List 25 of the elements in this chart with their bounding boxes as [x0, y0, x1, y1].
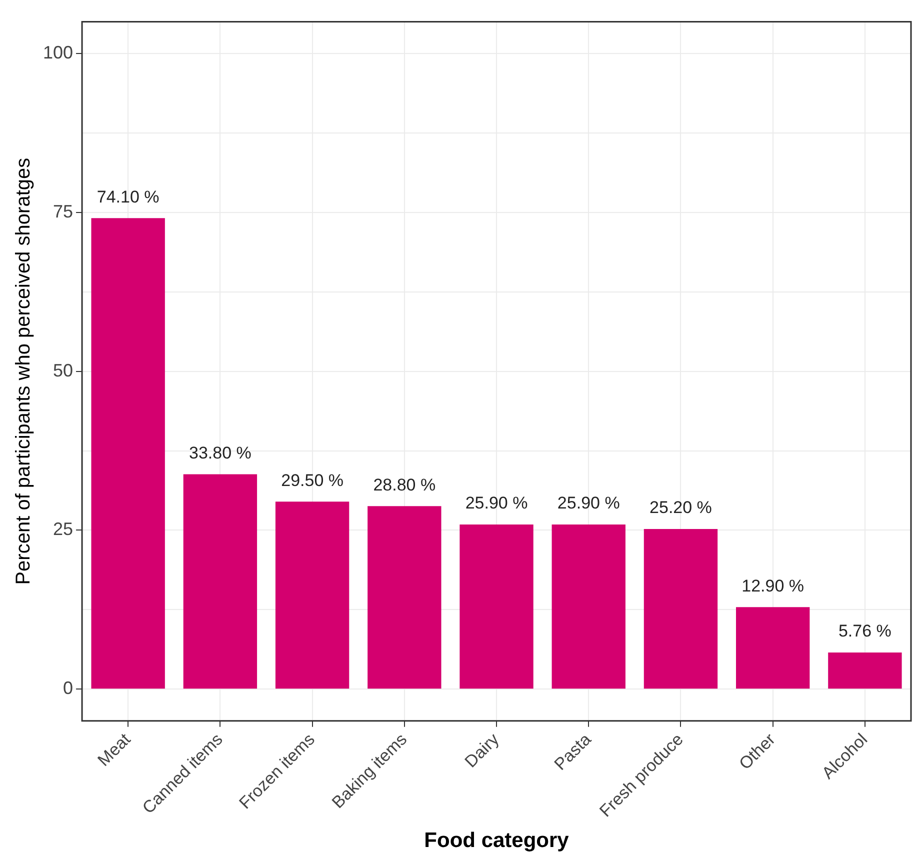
- y-axis-title: Percent of participants who perceived shoratges: [12, 158, 35, 585]
- data-label: 25.90 %: [465, 494, 528, 513]
- y-tick-label: 25: [53, 519, 74, 540]
- data-label: 33.80 %: [189, 443, 252, 462]
- bar: [644, 528, 718, 689]
- data-label: 29.50 %: [281, 470, 344, 490]
- y-tick-label: 0: [63, 678, 74, 698]
- data-label: 25.90 %: [557, 494, 620, 513]
- data-label: 5.76 %: [838, 622, 892, 641]
- x-axis-title: Food category: [424, 829, 570, 852]
- y-tick-label: 75: [53, 201, 74, 222]
- bar: [736, 607, 810, 689]
- data-label: 12.90 %: [742, 576, 804, 596]
- bar: [828, 652, 902, 689]
- data-label: 74.10 %: [96, 187, 160, 206]
- y-tick-label: 100: [42, 42, 74, 63]
- bar: [91, 218, 165, 689]
- bar: [552, 524, 626, 689]
- bar: [368, 506, 442, 689]
- data-label: 28.80 %: [373, 475, 436, 494]
- data-label: 25.20 %: [650, 498, 712, 518]
- y-tick-label: 50: [53, 360, 74, 380]
- bar: [460, 524, 534, 689]
- bar: [275, 502, 350, 689]
- bar: [183, 474, 258, 689]
